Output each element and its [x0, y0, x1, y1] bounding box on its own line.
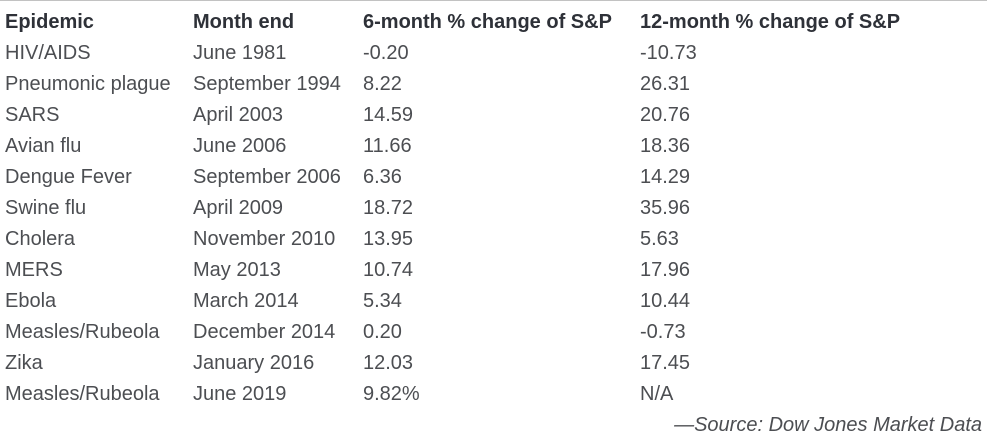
cell-six-month-change: 6.36	[363, 166, 402, 188]
cell-twelve-month-change: -10.73	[640, 42, 697, 64]
cell-six-month-change: 5.34	[363, 290, 402, 312]
cell-epidemic: Avian flu	[5, 135, 82, 157]
table-row: SARS April 2003 14.59 20.76	[0, 100, 987, 131]
cell-twelve-month-change: 18.36	[640, 135, 691, 157]
cell-six-month-change: 0.20	[363, 321, 402, 343]
cell-month-end: April 2003	[193, 104, 284, 126]
cell-six-month-change: -0.20	[363, 42, 409, 64]
table-footer: —Source: Dow Jones Market Data	[0, 410, 987, 441]
cell-month-end: December 2014	[193, 321, 336, 343]
cell-six-month-change: 8.22	[363, 73, 402, 95]
cell-epidemic: Pneumonic plague	[5, 73, 171, 95]
cell-twelve-month-change: 35.96	[640, 197, 691, 219]
table-row: Swine flu April 2009 18.72 35.96	[0, 193, 987, 224]
cell-month-end: September 2006	[193, 166, 341, 188]
table-row: Avian flu June 2006 11.66 18.36	[0, 131, 987, 162]
cell-six-month-change: 18.72	[363, 197, 414, 219]
cell-epidemic: Cholera	[5, 228, 76, 250]
table-row: HIV/AIDS June 1981 -0.20 -10.73	[0, 38, 987, 69]
cell-month-end: June 2019	[193, 383, 287, 405]
cell-month-end: May 2013	[193, 259, 281, 281]
cell-epidemic: Measles/Rubeola	[5, 321, 160, 343]
cell-six-month-change: 13.95	[363, 228, 414, 250]
cell-twelve-month-change: 5.63	[640, 228, 679, 250]
header-row: Epidemic Month end 6-month % change of S…	[0, 1, 987, 39]
cell-month-end: June 2006	[193, 135, 287, 157]
cell-twelve-month-change: 26.31	[640, 73, 691, 95]
cell-twelve-month-change: 14.29	[640, 166, 691, 188]
cell-month-end: January 2016	[193, 352, 315, 374]
cell-month-end: November 2010	[193, 228, 336, 250]
column-header-epidemic: Epidemic	[5, 11, 94, 33]
table-row: Cholera November 2010 13.95 5.63	[0, 224, 987, 255]
cell-month-end: March 2014	[193, 290, 299, 312]
table-header: Epidemic Month end 6-month % change of S…	[0, 1, 987, 39]
cell-epidemic: Dengue Fever	[5, 166, 132, 188]
cell-six-month-change: 14.59	[363, 104, 414, 126]
table-row: Zika January 2016 12.03 17.45	[0, 348, 987, 379]
cell-epidemic: HIV/AIDS	[5, 42, 91, 64]
cell-twelve-month-change: -0.73	[640, 321, 686, 343]
cell-month-end: June 1981	[193, 42, 287, 64]
cell-six-month-change: 10.74	[363, 259, 414, 281]
cell-month-end: April 2009	[193, 197, 284, 219]
cell-epidemic: MERS	[5, 259, 63, 281]
cell-epidemic: Measles/Rubeola	[5, 383, 160, 405]
table-row: Measles/Rubeola June 2019 9.82% N/A	[0, 379, 987, 410]
table-row: Dengue Fever September 2006 6.36 14.29	[0, 162, 987, 193]
cell-six-month-change: 9.82%	[363, 383, 420, 405]
source-attribution: —Source: Dow Jones Market Data	[674, 414, 982, 436]
cell-twelve-month-change: 17.45	[640, 352, 691, 374]
cell-six-month-change: 11.66	[363, 135, 412, 157]
cell-twelve-month-change: 17.96	[640, 259, 691, 281]
table-row: MERS May 2013 10.74 17.96	[0, 255, 987, 286]
cell-epidemic: SARS	[5, 104, 60, 126]
table-row: Pneumonic plague September 1994 8.22 26.31	[0, 69, 987, 100]
column-header-month-end: Month end	[193, 11, 295, 33]
cell-epidemic: Ebola	[5, 290, 57, 312]
cell-twelve-month-change: 10.44	[640, 290, 691, 312]
cell-twelve-month-change: N/A	[640, 383, 674, 405]
column-header-twelve-month-change: 12-month % change of S&P	[640, 11, 901, 33]
cell-month-end: September 1994	[193, 73, 341, 95]
source-row: —Source: Dow Jones Market Data	[0, 410, 987, 441]
table-body: HIV/AIDS June 1981 -0.20 -10.73 Pneumonic pl…	[0, 38, 987, 410]
table-row: Ebola March 2014 5.34 10.44	[0, 286, 987, 317]
cell-six-month-change: 12.03	[363, 352, 414, 374]
cell-epidemic: Swine flu	[5, 197, 87, 219]
column-header-six-month-change: 6-month % change of S&P	[363, 11, 612, 33]
cell-epidemic: Zika	[5, 352, 43, 374]
cell-twelve-month-change: 20.76	[640, 104, 691, 126]
table-row: Measles/Rubeola December 2014 0.20 -0.73	[0, 317, 987, 348]
